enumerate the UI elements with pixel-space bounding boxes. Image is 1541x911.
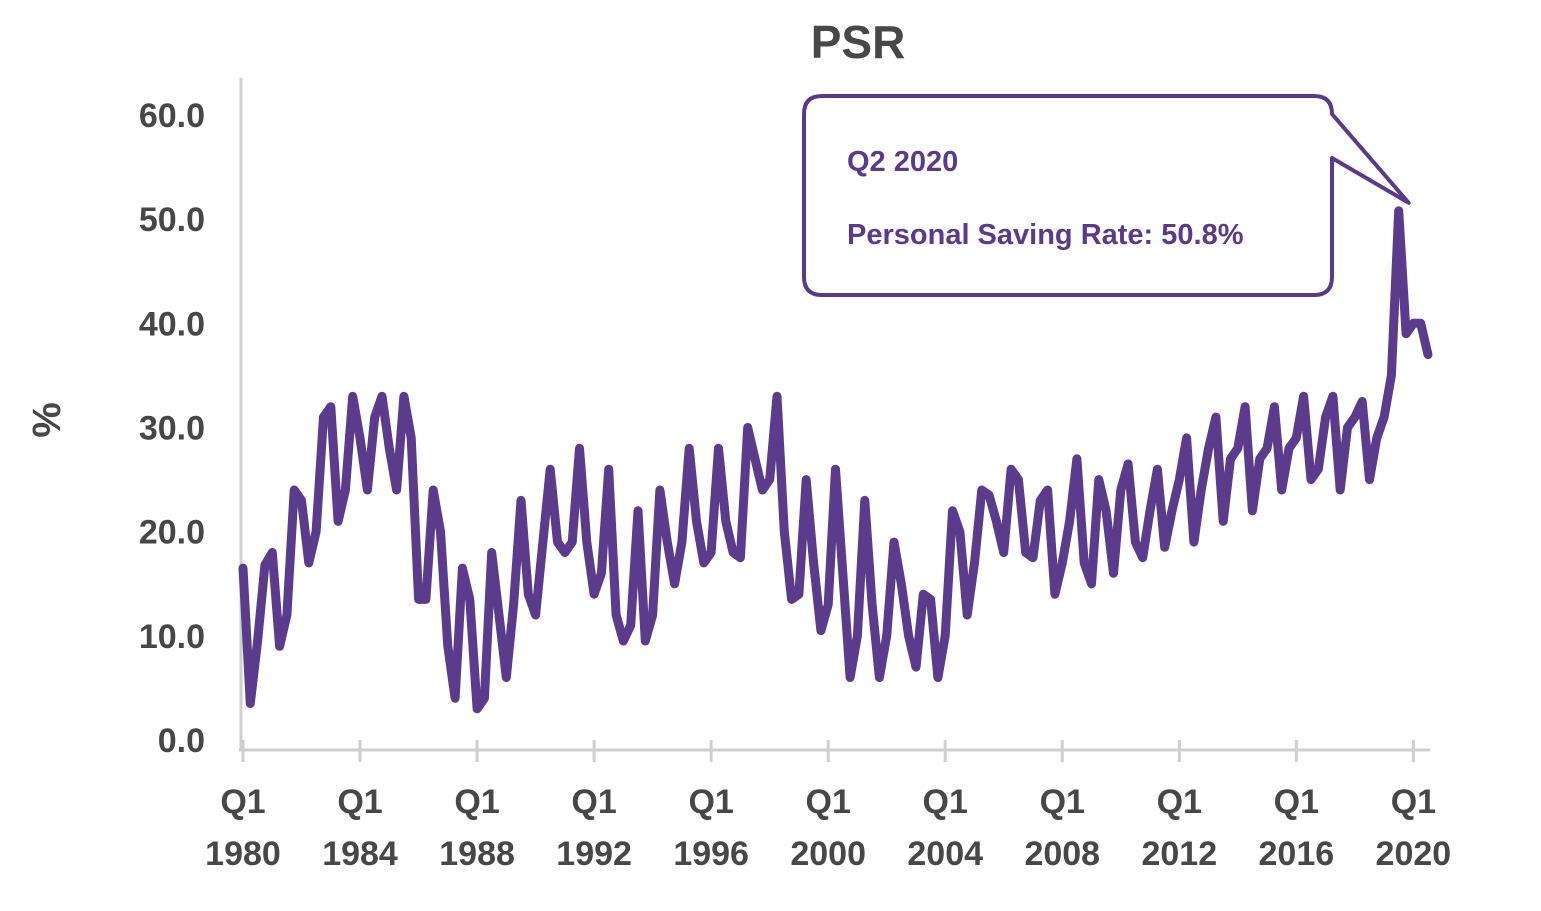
x-tick-year: 1988 — [439, 835, 515, 873]
y-axis-ticks: 0.0 10.0 20.0 30.0 40.0 50.0 60.0 — [139, 97, 205, 760]
x-tick-year: 2000 — [790, 835, 866, 873]
series-line — [238, 206, 1433, 714]
x-tick-quarter: Q1 — [337, 783, 382, 821]
y-axis-label: % — [25, 402, 69, 438]
x-tick-year: 2016 — [1259, 835, 1335, 873]
callout-label: Personal Saving Rate: 50.8% — [847, 219, 1244, 251]
y-tick-label: 0.0 — [158, 722, 205, 760]
x-tick-quarter: Q1 — [220, 783, 265, 821]
x-tick-year: 2020 — [1376, 835, 1452, 873]
x-tick-year: 2012 — [1141, 835, 1217, 873]
x-tick-year: 1984 — [322, 835, 398, 873]
callout-box — [802, 94, 1411, 297]
y-tick-label: 10.0 — [139, 618, 205, 656]
y-tick-label: 40.0 — [139, 305, 205, 343]
x-tick-quarter: Q1 — [571, 783, 616, 821]
y-tick-label: 30.0 — [139, 410, 205, 448]
chart-title: PSR — [811, 16, 906, 68]
series-layer — [238, 206, 1433, 714]
y-tick-label: 50.0 — [139, 201, 205, 239]
y-tick-label: 20.0 — [139, 514, 205, 552]
x-tick-quarter: Q1 — [1274, 783, 1319, 821]
x-tick-quarter: Q1 — [1040, 783, 1085, 821]
x-tick-year: 2008 — [1024, 835, 1100, 873]
annotation-callout: Q2 2020 Personal Saving Rate: 50.8% — [802, 94, 1411, 297]
x-tick-quarter: Q1 — [454, 783, 499, 821]
x-tick-year: 1980 — [205, 835, 281, 873]
x-tick-quarter: Q1 — [1157, 783, 1202, 821]
x-tick-quarter: Q1 — [806, 783, 851, 821]
y-tick-label: 60.0 — [139, 97, 205, 135]
x-tick-year: 2004 — [907, 835, 983, 873]
x-tick-quarter: Q1 — [688, 783, 733, 821]
x-axis-ticks: Q1 1980 Q1 1984 Q1 1988 Q1 1992 Q1 1996 Q1 2000 Q1 20… — [205, 740, 1451, 873]
x-tick-year: 1996 — [673, 835, 749, 873]
x-tick-quarter: Q1 — [923, 783, 968, 821]
x-tick-quarter: Q1 — [1391, 783, 1436, 821]
callout-period: Q2 2020 — [847, 146, 958, 178]
x-tick-year: 1992 — [556, 835, 632, 873]
